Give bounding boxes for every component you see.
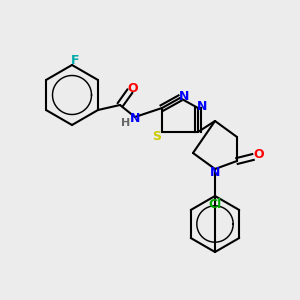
Text: Cl: Cl <box>208 197 222 211</box>
Text: N: N <box>210 167 220 179</box>
Text: H: H <box>122 118 130 128</box>
Text: S: S <box>152 130 161 142</box>
Text: N: N <box>130 112 140 125</box>
Text: N: N <box>197 100 207 113</box>
Text: O: O <box>128 82 138 94</box>
Text: F: F <box>71 55 79 68</box>
Text: N: N <box>179 91 189 103</box>
Text: O: O <box>254 148 264 161</box>
